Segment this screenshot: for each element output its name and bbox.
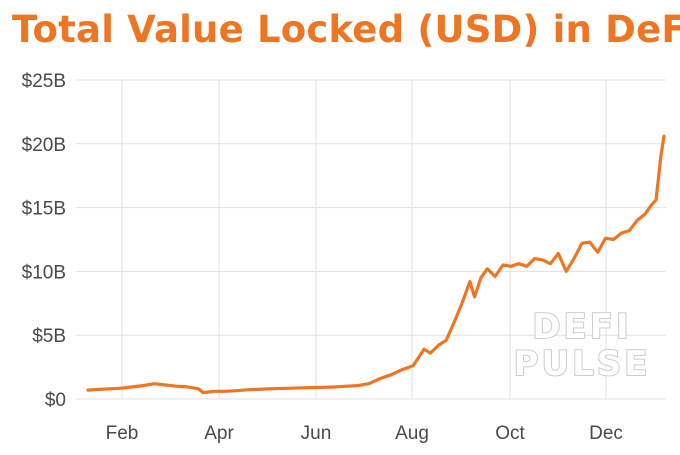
y-axis-ticks: $0 $5B $10B $15B $20B $25B — [22, 71, 66, 411]
y-tick-label: $25B — [22, 71, 66, 92]
defi-pulse-watermark: DEFI PULSE — [513, 306, 651, 385]
x-tick-label: Aug — [395, 423, 429, 444]
x-tick-label: Oct — [495, 423, 525, 444]
y-tick-label: $5B — [32, 326, 66, 347]
watermark-line-1: DEFI — [532, 307, 631, 347]
grid-lines — [76, 79, 666, 400]
x-tick-label: Dec — [589, 423, 623, 444]
watermark-line-2: PULSE — [514, 344, 651, 384]
tvl-line — [86, 134, 666, 395]
y-tick-label: $0 — [45, 390, 66, 411]
y-tick-label: $20B — [22, 135, 66, 156]
y-tick-label: $15B — [22, 199, 66, 220]
y-tick-label: $10B — [22, 262, 66, 283]
plot-series — [86, 134, 666, 395]
x-axis-ticks: Feb Apr Jun Aug Oct Dec — [106, 423, 623, 444]
chart-title: Total Value Locked (USD) in DeFi — [12, 8, 680, 51]
x-tick-label: Feb — [106, 423, 139, 444]
x-tick-label: Apr — [204, 423, 234, 444]
x-tick-label: Jun — [301, 423, 332, 444]
